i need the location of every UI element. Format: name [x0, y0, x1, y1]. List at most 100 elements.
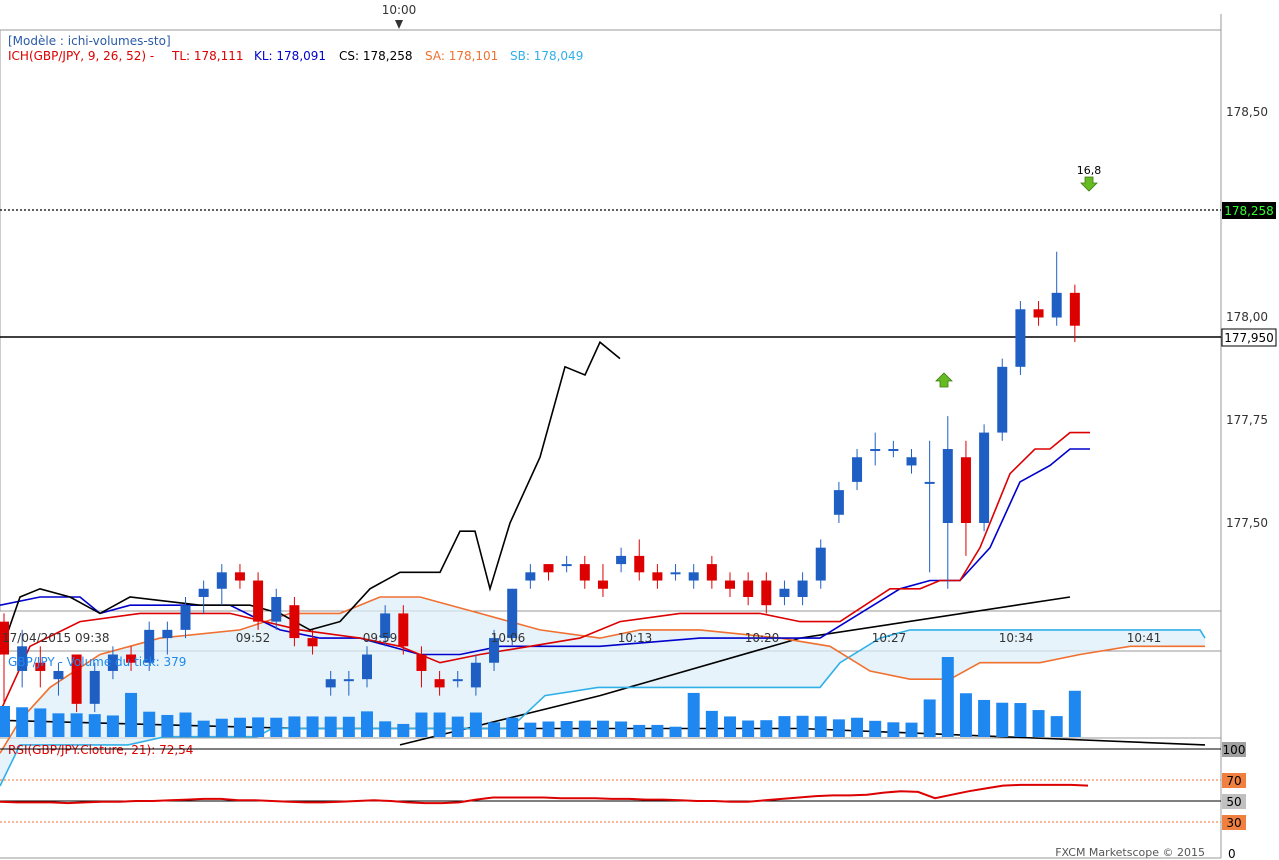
candle[interactable] — [198, 580, 209, 614]
volume-bar[interactable] — [252, 717, 265, 737]
candle[interactable] — [507, 588, 518, 647]
volume-bar[interactable] — [161, 714, 174, 737]
candle[interactable] — [616, 547, 627, 573]
candle[interactable] — [0, 613, 9, 704]
candle[interactable] — [979, 424, 990, 532]
volume-bar[interactable] — [451, 716, 464, 737]
candle[interactable] — [888, 440, 899, 458]
candle[interactable] — [380, 605, 391, 647]
volume-bar[interactable] — [651, 724, 664, 737]
volume-bar[interactable] — [705, 710, 718, 737]
candle[interactable] — [126, 646, 137, 671]
volume-bar[interactable] — [361, 711, 373, 737]
volume-bar[interactable] — [433, 712, 446, 737]
candle[interactable] — [997, 358, 1008, 441]
candle[interactable] — [71, 654, 82, 713]
volume-bar[interactable] — [270, 717, 283, 737]
candle[interactable] — [307, 629, 318, 655]
volume-bar[interactable] — [143, 711, 156, 737]
volume-bar[interactable] — [70, 713, 83, 737]
volume-bar[interactable] — [996, 702, 1009, 737]
candle[interactable] — [815, 539, 826, 589]
candle[interactable] — [35, 646, 46, 688]
candle[interactable] — [906, 449, 917, 474]
candle[interactable] — [343, 670, 354, 696]
candle[interactable] — [688, 564, 699, 589]
volume-bar[interactable] — [215, 718, 228, 737]
volume-bar[interactable] — [506, 717, 519, 737]
candle[interactable] — [743, 572, 754, 606]
volume-bar[interactable] — [742, 720, 755, 737]
candle[interactable] — [1015, 301, 1026, 376]
candle[interactable] — [1033, 301, 1044, 326]
candle[interactable] — [1051, 251, 1062, 326]
volume-bar[interactable] — [197, 720, 210, 737]
candle[interactable] — [833, 481, 844, 523]
buy-signal-arrow-icon[interactable] — [935, 372, 953, 388]
candle[interactable] — [271, 588, 282, 630]
volume-bar[interactable] — [687, 692, 700, 737]
volume-bar[interactable] — [560, 721, 573, 737]
volume-bar[interactable] — [88, 714, 101, 737]
volume-bar[interactable] — [397, 723, 410, 737]
volume-bar[interactable] — [524, 722, 537, 737]
volume-bar[interactable] — [832, 719, 845, 737]
volume-bar[interactable] — [615, 721, 628, 737]
candle[interactable] — [434, 670, 445, 696]
volume-bar[interactable] — [179, 712, 192, 737]
candle[interactable] — [470, 654, 481, 696]
candle[interactable] — [579, 555, 590, 589]
volume-bar[interactable] — [1032, 710, 1045, 737]
volume-bar[interactable] — [869, 720, 882, 737]
candle[interactable] — [325, 670, 336, 696]
candle[interactable] — [597, 564, 608, 597]
candle[interactable] — [216, 564, 227, 606]
candle[interactable] — [53, 662, 64, 696]
candle[interactable] — [289, 596, 300, 647]
volume-bar[interactable] — [941, 657, 954, 737]
candle[interactable] — [162, 621, 173, 655]
time-marker-arrow-icon[interactable] — [395, 20, 403, 29]
volume-bar[interactable] — [415, 712, 428, 737]
volume-bar[interactable] — [923, 699, 936, 737]
candle[interactable] — [634, 539, 645, 581]
volume-bar[interactable] — [1068, 690, 1081, 737]
candle[interactable] — [525, 564, 536, 589]
volume-bar[interactable] — [905, 722, 918, 737]
volume-bar[interactable] — [288, 716, 301, 737]
candle[interactable] — [870, 432, 881, 466]
volume-bar[interactable] — [233, 717, 246, 737]
candle[interactable] — [670, 564, 681, 581]
volume-bar[interactable] — [34, 708, 47, 737]
candle[interactable] — [362, 646, 372, 688]
volume-bar[interactable] — [669, 726, 682, 737]
volume-bar[interactable] — [796, 715, 809, 737]
candle[interactable] — [89, 662, 100, 713]
candle[interactable] — [398, 605, 409, 655]
volume-bar[interactable] — [978, 699, 991, 737]
volume-bar[interactable] — [125, 692, 138, 737]
candle[interactable] — [144, 621, 155, 671]
candle[interactable] — [17, 629, 28, 688]
volume-bar[interactable] — [778, 716, 791, 737]
candle[interactable] — [1069, 284, 1080, 343]
volume-bar[interactable] — [379, 721, 392, 737]
candle[interactable] — [107, 646, 118, 680]
candle[interactable] — [779, 580, 790, 606]
candle[interactable] — [234, 564, 245, 589]
volume-bar[interactable] — [469, 712, 482, 737]
volume-bar[interactable] — [633, 724, 646, 737]
candle[interactable] — [725, 572, 735, 597]
volume-bar[interactable] — [578, 720, 591, 737]
volume-bar[interactable] — [1014, 703, 1027, 737]
volume-bar[interactable] — [52, 713, 65, 737]
volume-bar[interactable] — [760, 720, 773, 737]
candle[interactable] — [180, 596, 191, 639]
candle[interactable] — [852, 449, 863, 491]
volume-bar[interactable] — [488, 722, 501, 737]
volume-bar[interactable] — [596, 720, 609, 737]
volume-bar[interactable] — [724, 716, 736, 737]
candle[interactable] — [561, 555, 572, 573]
candle[interactable] — [797, 572, 808, 606]
